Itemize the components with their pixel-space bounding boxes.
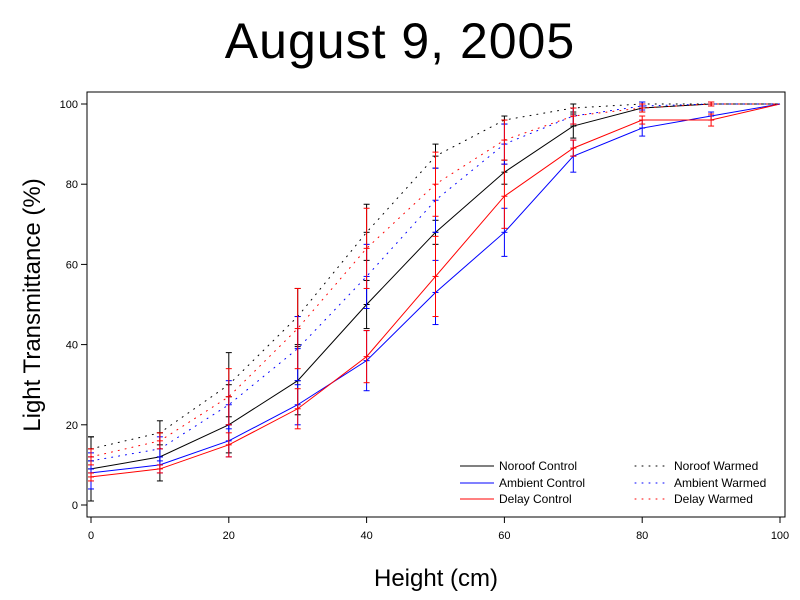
legend-item: Noroof Warmed	[634, 459, 758, 473]
y-tick-label: 0	[72, 500, 78, 512]
error-bar	[501, 119, 508, 161]
error-bar	[363, 207, 370, 289]
series-delay-control	[88, 103, 781, 482]
legend-label: Delay Control	[499, 492, 572, 506]
legend-item: Noroof Control	[460, 459, 577, 473]
error-bar	[570, 139, 577, 157]
error-bar	[156, 464, 163, 474]
x-tick-label: 0	[88, 530, 94, 542]
error-bar	[708, 113, 715, 127]
legend-item: Delay Control	[460, 492, 572, 506]
chart-title: August 9, 2005	[224, 13, 576, 69]
error-bar	[294, 388, 301, 430]
legend-item: Delay Warmed	[634, 492, 753, 506]
y-tick-label: 20	[66, 420, 78, 432]
error-bar	[225, 432, 232, 458]
series-delay-warmed	[88, 101, 781, 466]
error-bar	[294, 287, 301, 370]
y-axis-title: Light Transmittance (%)	[19, 178, 46, 431]
x-tick-label: 20	[223, 530, 235, 542]
legend-label: Ambient Control	[499, 476, 585, 490]
legend-label: Delay Warmed	[674, 492, 753, 506]
legend: Noroof Control Ambient Control Delay Contr…	[460, 459, 766, 506]
error-bar	[708, 101, 715, 107]
series-noroof-warmed	[88, 101, 781, 462]
legend-label: Noroof Control	[499, 459, 577, 473]
error-bar	[225, 368, 232, 426]
x-tick-label: 80	[636, 530, 648, 542]
series-ambient-warmed	[88, 101, 781, 470]
x-axis: 0 20 40 60 80 100	[88, 517, 789, 542]
legend-item: Ambient Warmed	[634, 476, 766, 490]
error-bar	[88, 472, 94, 482]
legend-label: Ambient Warmed	[674, 476, 766, 490]
series-noroof-control	[88, 101, 780, 502]
y-tick-label: 100	[60, 99, 78, 111]
x-tick-label: 60	[498, 530, 510, 542]
y-axis: 0 20 40 60 80 100	[60, 99, 87, 512]
error-bar	[363, 330, 370, 384]
legend-item: Ambient Control	[460, 476, 585, 490]
error-bar	[639, 115, 646, 125]
error-bar	[639, 103, 646, 113]
series-ambient-control	[88, 103, 781, 490]
y-tick-label: 80	[66, 179, 78, 191]
legend-label: Noroof Warmed	[674, 459, 758, 473]
x-axis-title: Height (cm)	[374, 565, 498, 592]
y-tick-label: 40	[66, 340, 78, 352]
x-tick-label: 40	[360, 530, 372, 542]
error-bar	[88, 448, 94, 466]
error-bar	[570, 107, 577, 125]
y-tick-label: 60	[66, 259, 78, 271]
error-bar	[432, 235, 439, 318]
error-bar	[432, 151, 439, 217]
plot-frame	[86, 91, 786, 518]
x-tick-label: 100	[771, 530, 789, 542]
error-bar	[156, 432, 163, 450]
series-layer	[88, 101, 781, 502]
